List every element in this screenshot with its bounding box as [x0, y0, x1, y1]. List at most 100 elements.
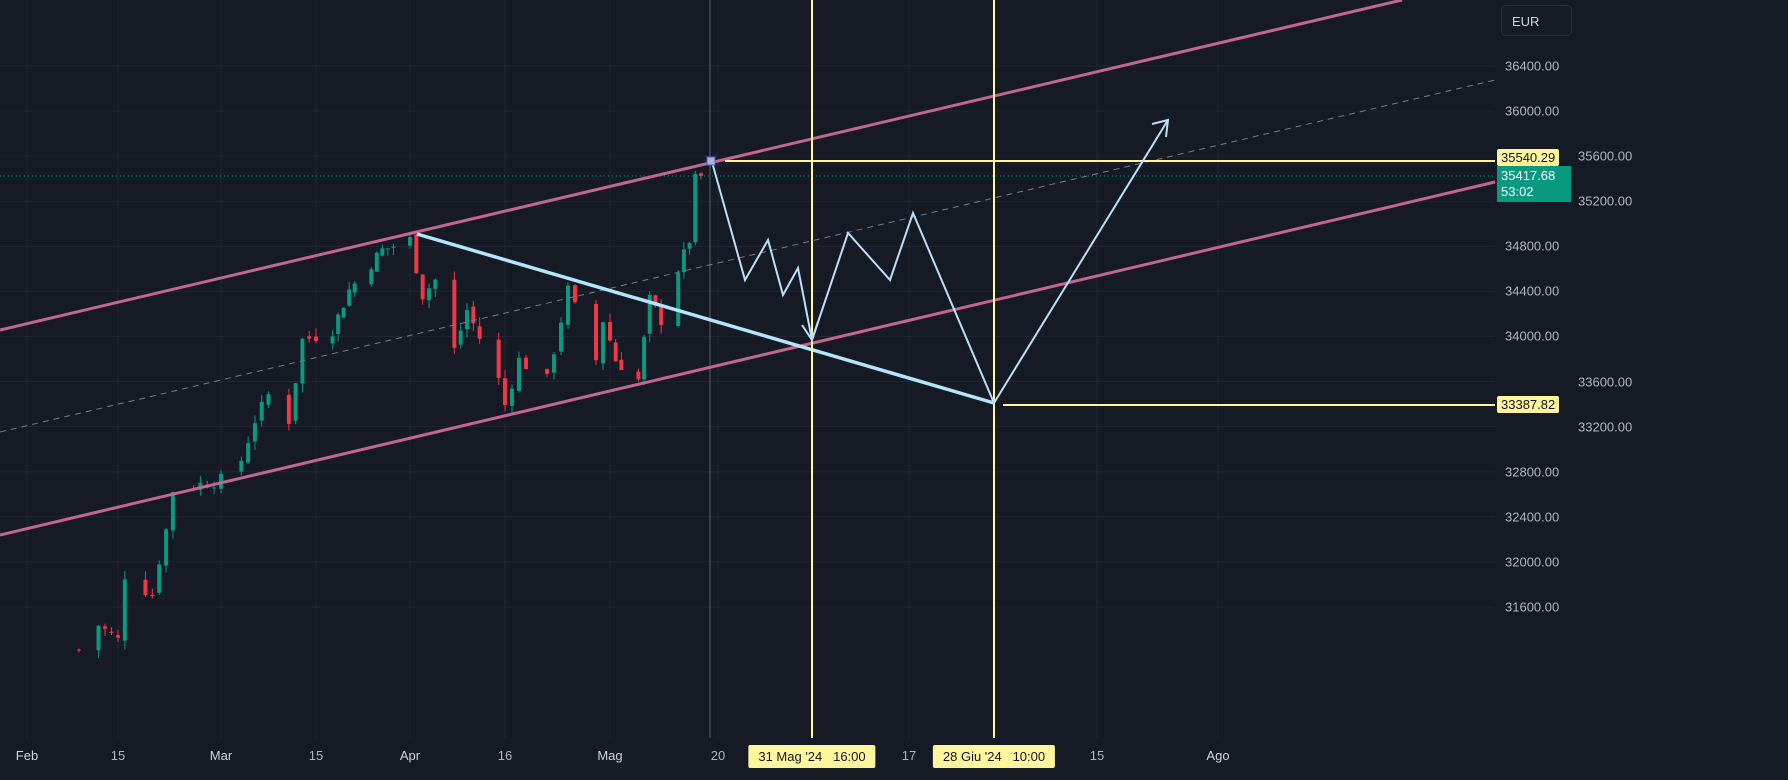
candle-body	[642, 336, 647, 380]
candle-body	[559, 322, 563, 352]
time-axis[interactable]	[0, 738, 1495, 780]
candle-body	[573, 285, 577, 303]
candle-body	[239, 460, 244, 472]
candle-body	[594, 303, 598, 361]
price-tick-label: 35200.00	[1578, 193, 1633, 209]
last-price-badge: 35417.68 53:02	[1497, 166, 1571, 202]
candle-body	[219, 473, 223, 489]
candle-body	[698, 173, 703, 176]
time-tick-label: Mar	[209, 748, 233, 763]
grid	[0, 0, 1495, 738]
candle-body	[414, 234, 419, 274]
time-tick-label: 17	[901, 748, 917, 763]
candle-body	[385, 248, 390, 250]
candle-body	[420, 274, 425, 300]
candle-body	[150, 594, 155, 597]
candle-body	[552, 354, 556, 373]
candle-body	[653, 295, 658, 306]
candle-body	[77, 649, 81, 651]
candle-body	[496, 339, 501, 378]
price-tick-label: 31600.00	[1505, 599, 1560, 615]
channel-midline[interactable]	[0, 79, 1496, 433]
candle-body	[336, 314, 341, 334]
price-tick-label: 32000.00	[1505, 554, 1560, 570]
candle-body	[116, 635, 120, 638]
candle-body	[510, 388, 514, 406]
time-tick-label: 15	[110, 748, 126, 763]
descending-trendline[interactable]	[416, 232, 995, 405]
candle-body	[391, 246, 396, 248]
candle-body	[659, 304, 664, 325]
candle-body	[503, 378, 507, 405]
candle-body	[676, 273, 681, 326]
candle-body	[347, 289, 352, 306]
candle-body	[601, 322, 605, 364]
candle-body	[452, 279, 457, 348]
candle-body	[647, 294, 652, 334]
candle-body	[380, 248, 385, 256]
time-marker-label-2: 28 Giu '24 10:00	[932, 745, 1056, 768]
candle-body	[352, 283, 357, 293]
price-tick-label: 32400.00	[1505, 509, 1560, 525]
candle-body	[608, 321, 612, 341]
time-tick-label: Mag	[597, 748, 623, 763]
price-tick-label: 34000.00	[1505, 328, 1560, 344]
candle-body	[164, 529, 169, 566]
candle-body	[314, 336, 318, 342]
candle-body	[157, 564, 162, 593]
time-tick-label: 15	[308, 748, 324, 763]
candle-body	[293, 383, 298, 421]
candle-body	[433, 279, 438, 289]
price-tick-label: 35600.00	[1578, 148, 1633, 164]
candle-body	[681, 249, 686, 273]
time-tick-label: 16	[497, 748, 513, 763]
projection-path-2[interactable]	[811, 119, 1169, 406]
candle-body	[613, 342, 618, 362]
candle-body	[477, 326, 482, 339]
channel-lower-line[interactable]	[0, 180, 1496, 537]
time-marker-label-1: 31 Mag '24 16:00	[748, 745, 876, 768]
channel-upper-line[interactable]	[0, 0, 1403, 332]
price-tick-label: 36000.00	[1505, 103, 1560, 119]
candle-body	[266, 394, 271, 405]
candle-body	[693, 173, 698, 243]
candle-body	[330, 336, 335, 344]
price-axis[interactable]	[1495, 0, 1788, 780]
candle-body	[471, 306, 476, 324]
price-tick-label: 33200.00	[1578, 419, 1633, 435]
candle-body	[545, 368, 549, 374]
candle-body	[252, 423, 257, 442]
candle-body	[458, 330, 463, 345]
candle-body	[566, 285, 570, 325]
candle-body	[636, 371, 641, 380]
candle-body	[122, 579, 127, 641]
price-tick-label: 34400.00	[1505, 283, 1560, 299]
level-label-lower: 33387.82	[1497, 396, 1560, 413]
candle-body	[524, 357, 528, 370]
candle-body	[465, 310, 469, 330]
candle-body	[619, 359, 624, 371]
candle-body	[170, 491, 175, 531]
candle-body	[427, 288, 431, 301]
candle-body	[96, 625, 101, 651]
arrowhead-icon	[1151, 118, 1170, 138]
candle-body	[307, 336, 312, 339]
time-tick-label: 20	[710, 748, 726, 763]
time-tick-label: 15	[1089, 748, 1105, 763]
candle-body	[103, 626, 107, 629]
last-price: 35417.68	[1501, 168, 1556, 183]
projection-path-1[interactable]	[711, 161, 813, 341]
anchor-handle[interactable]	[706, 156, 716, 166]
candle-body	[341, 307, 346, 318]
currency-button[interactable]: EUR	[1501, 5, 1572, 36]
candle-body	[246, 443, 251, 463]
candle-body	[374, 252, 379, 272]
candle-body	[259, 401, 264, 421]
level-label-upper: 35540.29	[1497, 149, 1560, 166]
price-tick-label: 36400.00	[1505, 58, 1560, 74]
bar-countdown: 53:02	[1501, 184, 1534, 199]
price-tick-label: 34800.00	[1505, 238, 1560, 254]
candle-body	[687, 243, 692, 249]
candle-body	[109, 631, 114, 633]
